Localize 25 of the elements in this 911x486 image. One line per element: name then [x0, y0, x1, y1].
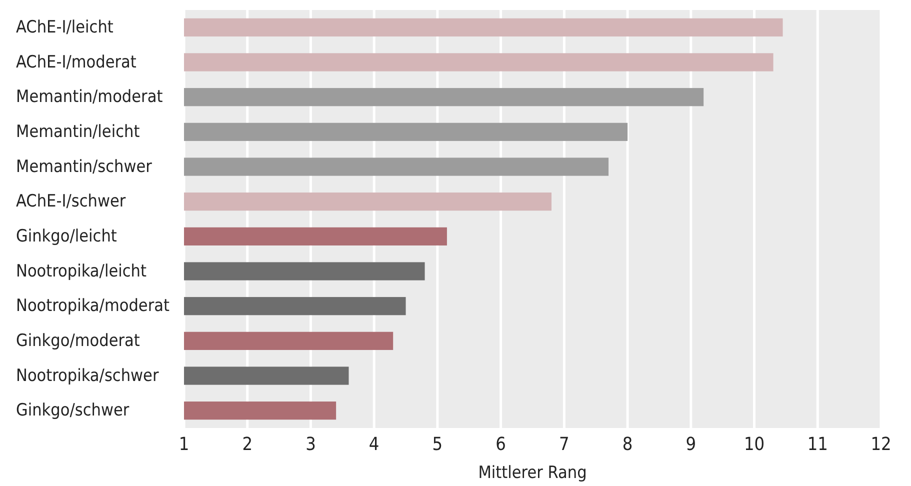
x-tick-label: 12	[870, 434, 892, 455]
y-tick-label: Nootropika/schwer	[16, 366, 160, 386]
x-tick-label: 1	[178, 434, 190, 455]
y-tick-label: Memantin/moderat	[16, 87, 163, 108]
y-tick-label: Nootropika/leicht	[16, 261, 146, 282]
y-tick-label: AChE-I/schwer	[16, 192, 126, 212]
y-tick-label: AChE-I/moderat	[16, 52, 136, 72]
x-tick-label: 3	[306, 434, 316, 455]
y-tick-label: Ginkgo/moderat	[16, 330, 140, 351]
x-tick-label: 10	[744, 434, 765, 455]
x-tick-label: 6	[496, 434, 506, 455]
x-tick-label: 4	[368, 434, 380, 455]
y-tick-label: Ginkgo/leicht	[16, 226, 117, 246]
y-tick-label: AChE-I/leicht	[16, 17, 114, 38]
x-tick-label: 2	[242, 434, 253, 455]
x-tick-label: 11	[807, 434, 828, 455]
y-tick-label: Memantin/schwer	[16, 156, 153, 177]
y-tick-label: Ginkgo/schwer	[16, 400, 130, 421]
x-tick-label: 7	[559, 434, 570, 455]
x-tick-label: 5	[432, 434, 443, 455]
y-tick-label: Memantin/leicht	[16, 122, 140, 142]
x-tick-label: 8	[622, 434, 633, 455]
x-axis-title: Mittlerer Rang	[478, 463, 587, 483]
y-tick-label: Nootropika/moderat	[16, 296, 170, 316]
x-tick-label: 9	[686, 434, 696, 455]
